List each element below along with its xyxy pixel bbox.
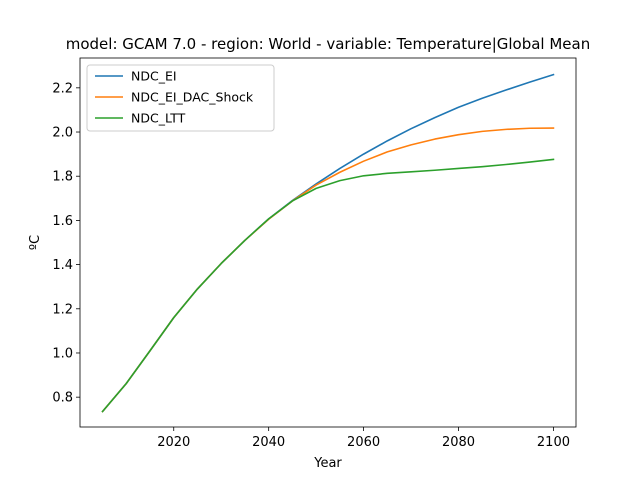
legend-label-ndc-ei: NDC_EI	[131, 69, 177, 84]
legend-label-ndc-ltt: NDC_LTT	[131, 111, 186, 126]
x-tick-label: 2100	[537, 435, 570, 450]
legend: NDC_EI NDC_EI_DAC_Shock NDC_LTT	[86, 64, 275, 132]
y-tick-label: 1.4	[52, 258, 73, 273]
x-tick-label: 2080	[442, 435, 475, 450]
x-tick-label: 2060	[347, 435, 380, 450]
y-axis: 0.8 1.0 1.2 1.4 1.6 1.8 2.0 2.2	[52, 81, 80, 406]
y-tick-label: 2.2	[52, 81, 73, 96]
series-line-ndc-ltt	[101, 158, 555, 413]
x-axis-label: Year	[313, 456, 342, 471]
x-tick-label: 2020	[157, 435, 190, 450]
y-tick-label: 1.2	[52, 302, 73, 317]
y-tick-label: 0.8	[52, 391, 73, 406]
chart-title: model: GCAM 7.0 - region: World - variab…	[66, 35, 591, 53]
y-tick-label: 1.8	[52, 170, 73, 185]
x-tick-label: 2040	[252, 435, 285, 450]
x-axis: 2020 2040 2060 2080 2100	[157, 427, 570, 450]
plot-frame	[79, 57, 577, 428]
legend-label-ndc-ei-dac-shock: NDC_EI_DAC_Shock	[131, 90, 254, 105]
series-layer	[101, 73, 555, 413]
legend-box	[86, 64, 275, 132]
y-tick-label: 1.6	[52, 214, 73, 229]
y-tick-label: 1.0	[52, 346, 73, 361]
y-axis-label: ºC	[28, 235, 43, 250]
y-tick-label: 2.0	[52, 126, 73, 141]
